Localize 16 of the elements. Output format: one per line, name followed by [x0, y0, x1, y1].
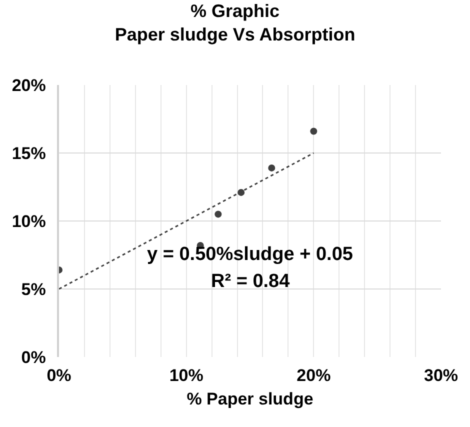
- y-tick-label: 15%: [12, 144, 46, 163]
- point: [214, 210, 222, 218]
- x-tick-label: 0%: [46, 366, 72, 385]
- y-tick-label: 5%: [21, 280, 46, 299]
- x-tick-label: 10%: [169, 366, 204, 385]
- point: [310, 128, 318, 135]
- y-tick-label: 10%: [12, 212, 46, 231]
- annotation: y = 0.50%sludge + 0.05: [147, 244, 354, 265]
- y-tick-label: 20%: [12, 76, 46, 95]
- y-tick-label: 0%: [21, 348, 46, 367]
- x-tick-label: 20%: [296, 366, 331, 385]
- point: [268, 164, 276, 172]
- x-axis-title: % Paper sludge: [186, 389, 314, 408]
- x-tick-label: 30%: [424, 366, 458, 385]
- chart-title: % Graphic Paper sludge Vs Absorption: [114, 1, 356, 44]
- annotation: R² = 0.84: [211, 271, 290, 292]
